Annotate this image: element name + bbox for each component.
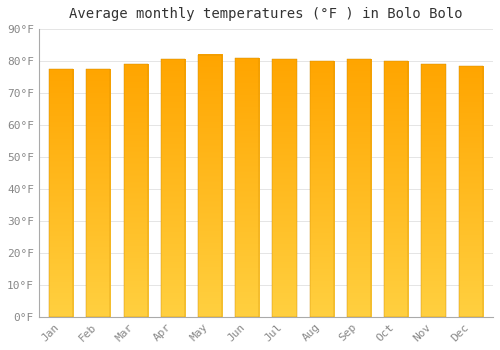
Bar xyxy=(422,64,446,317)
Bar xyxy=(458,66,483,317)
Bar xyxy=(49,69,73,317)
Bar xyxy=(235,58,260,317)
Title: Average monthly temperatures (°F ) in Bolo Bolo: Average monthly temperatures (°F ) in Bo… xyxy=(69,7,462,21)
Bar xyxy=(160,60,185,317)
Bar xyxy=(272,60,296,317)
Bar xyxy=(347,60,371,317)
Bar xyxy=(86,69,110,317)
Bar xyxy=(384,61,408,317)
Bar xyxy=(124,64,148,317)
Bar xyxy=(310,61,334,317)
Bar xyxy=(198,55,222,317)
